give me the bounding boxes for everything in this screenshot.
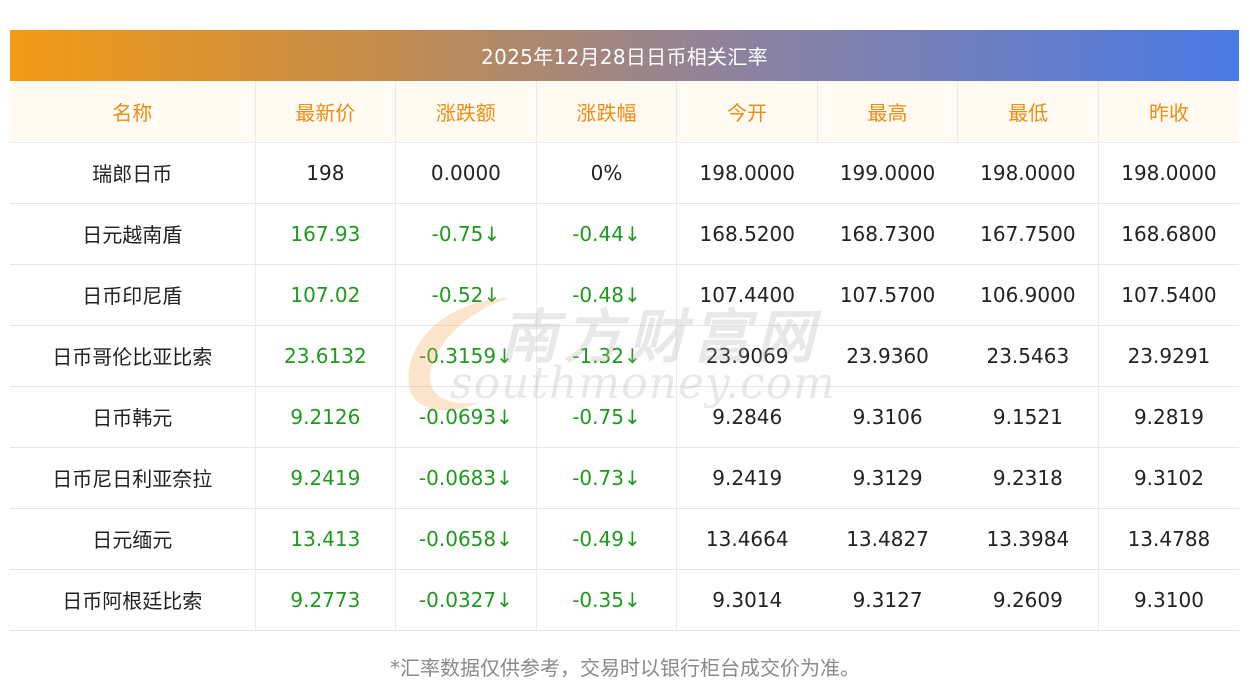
table-row: 日元缅元 13.413 -0.0658↓ -0.49↓ 13.4664 13.4827 13…: [10, 508, 1239, 570]
cell-change-pct: -0.73↓: [536, 447, 678, 509]
cell-low: 13.3984: [957, 508, 1099, 570]
cell-change-pct: -0.35↓: [536, 569, 678, 631]
cell-high: 199.0000: [817, 142, 958, 204]
cell-name: 日元越南盾: [10, 203, 256, 265]
cell-open: 9.3014: [676, 569, 818, 631]
cell-low: 9.1521: [957, 386, 1099, 448]
cell-change: -0.0327↓: [395, 569, 537, 631]
cell-change: -0.52↓: [395, 264, 537, 326]
header-change-pct: 涨跌幅: [536, 81, 678, 143]
cell-low: 106.9000: [957, 264, 1099, 326]
table-row: 日元越南盾 167.93 -0.75↓ -0.44↓ 168.5200 168.7300 1…: [10, 203, 1239, 265]
table-header-row: 名称 最新价 涨跌额 涨跌幅 今开 最高 最低 昨收: [10, 81, 1239, 143]
table-row: 日币哥伦比亚比索 23.6132 -0.3159↓ -1.32↓ 23.9069 23.9…: [10, 325, 1239, 387]
cell-change: -0.3159↓: [395, 325, 537, 387]
cell-low: 9.2318: [957, 447, 1099, 509]
cell-prev-close: 9.3100: [1098, 569, 1239, 631]
cell-change-pct: -1.32↓: [536, 325, 678, 387]
table-row: 日币阿根廷比索 9.2773 -0.0327↓ -0.35↓ 9.3014 9.3127 9…: [10, 569, 1239, 631]
disclaimer-footnote: *汇率数据仅供参考，交易时以银行柜台成交价为准。: [390, 656, 860, 680]
cell-open: 198.0000: [676, 142, 818, 204]
cell-high: 9.3129: [817, 447, 958, 509]
cell-change: -0.0683↓: [395, 447, 537, 509]
cell-name: 日币阿根廷比索: [10, 569, 256, 631]
cell-latest: 9.2419: [255, 447, 397, 509]
table-row: 瑞郎日币 198 0.0000 0% 198.0000 199.0000 198.0000 1…: [10, 142, 1239, 204]
cell-name: 日币哥伦比亚比索: [10, 325, 256, 387]
cell-name: 日币韩元: [10, 386, 256, 448]
cell-high: 168.7300: [817, 203, 958, 265]
cell-open: 9.2419: [676, 447, 818, 509]
cell-prev-close: 9.3102: [1098, 447, 1239, 509]
cell-open: 107.4400: [676, 264, 818, 326]
cell-latest: 167.93: [255, 203, 397, 265]
cell-name: 日币印尼盾: [10, 264, 256, 326]
cell-prev-close: 23.9291: [1098, 325, 1239, 387]
cell-change-pct: 0%: [536, 142, 678, 204]
header-prev-close: 昨收: [1098, 81, 1239, 143]
cell-open: 13.4664: [676, 508, 818, 570]
cell-high: 107.5700: [817, 264, 958, 326]
cell-latest: 9.2773: [255, 569, 397, 631]
cell-high: 23.9360: [817, 325, 958, 387]
header-latest: 最新价: [255, 81, 397, 143]
cell-name: 日币尼日利亚奈拉: [10, 447, 256, 509]
cell-latest: 13.413: [255, 508, 397, 570]
cell-high: 9.3127: [817, 569, 958, 631]
cell-prev-close: 9.2819: [1098, 386, 1239, 448]
cell-open: 9.2846: [676, 386, 818, 448]
cell-latest: 107.02: [255, 264, 397, 326]
header-open: 今开: [676, 81, 818, 143]
cell-change: 0.0000: [395, 142, 537, 204]
cell-name: 日元缅元: [10, 508, 256, 570]
cell-open: 168.5200: [676, 203, 818, 265]
cell-change-pct: -0.48↓: [536, 264, 678, 326]
cell-name: 瑞郎日币: [10, 142, 256, 204]
cell-open: 23.9069: [676, 325, 818, 387]
cell-high: 13.4827: [817, 508, 958, 570]
header-name: 名称: [10, 81, 256, 143]
cell-change: -0.0693↓: [395, 386, 537, 448]
table-title: 2025年12月28日日币相关汇率: [10, 30, 1239, 81]
table-row: 日币尼日利亚奈拉 9.2419 -0.0683↓ -0.73↓ 9.2419 9.3129…: [10, 447, 1239, 509]
cell-low: 167.7500: [957, 203, 1099, 265]
cell-prev-close: 107.5400: [1098, 264, 1239, 326]
rate-table-container: 2025年12月28日日币相关汇率 名称 最新价 涨跌额 涨跌幅 今开 最高 最…: [10, 30, 1239, 631]
cell-low: 198.0000: [957, 142, 1099, 204]
cell-high: 9.3106: [817, 386, 958, 448]
cell-change-pct: -0.44↓: [536, 203, 678, 265]
table-row: 日币印尼盾 107.02 -0.52↓ -0.48↓ 107.4400 107.5700 1…: [10, 264, 1239, 326]
cell-prev-close: 198.0000: [1098, 142, 1239, 204]
cell-prev-close: 168.6800: [1098, 203, 1239, 265]
header-low: 最低: [957, 81, 1099, 143]
header-high: 最高: [817, 81, 959, 143]
cell-latest: 198: [255, 142, 397, 204]
cell-low: 23.5463: [957, 325, 1099, 387]
cell-change-pct: -0.49↓: [536, 508, 678, 570]
cell-low: 9.2609: [957, 569, 1099, 631]
cell-latest: 9.2126: [255, 386, 397, 448]
cell-change-pct: -0.75↓: [536, 386, 678, 448]
cell-latest: 23.6132: [255, 325, 397, 387]
cell-change: -0.0658↓: [395, 508, 537, 570]
cell-prev-close: 13.4788: [1098, 508, 1239, 570]
header-change: 涨跌额: [395, 81, 537, 143]
table-row: 日币韩元 9.2126 -0.0693↓ -0.75↓ 9.2846 9.3106 9.15…: [10, 386, 1239, 448]
exchange-rate-table: 名称 最新价 涨跌额 涨跌幅 今开 最高 最低 昨收 瑞郎日币 198 0.0000…: [10, 81, 1239, 631]
cell-change: -0.75↓: [395, 203, 537, 265]
